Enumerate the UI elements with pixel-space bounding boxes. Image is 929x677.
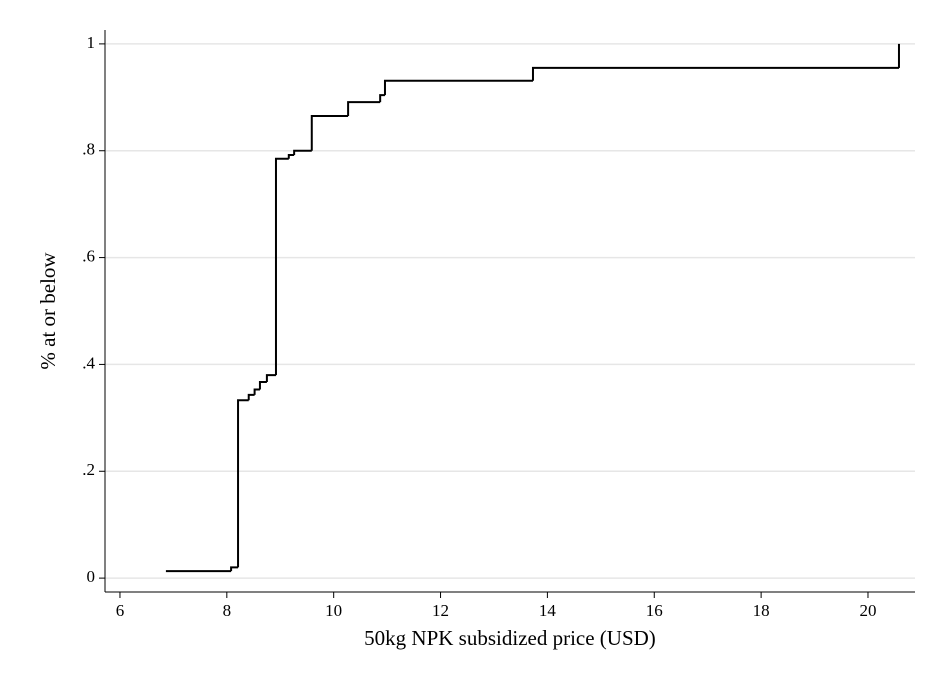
step-segment: [287, 154, 295, 159]
step-segment: [310, 115, 349, 151]
step-segment: [383, 79, 533, 96]
step-segment: [265, 374, 276, 383]
x-tick-label: 16: [646, 601, 663, 620]
x-tick-label: 8: [223, 601, 232, 620]
step-segment: [247, 393, 255, 401]
step-segment: [274, 157, 289, 376]
x-tick-label: 18: [753, 601, 770, 620]
x-tick-label: 6: [116, 601, 125, 620]
y-axis-title: % at or below: [36, 252, 60, 370]
y-tick-label: .2: [82, 460, 95, 479]
step-segment: [347, 101, 381, 117]
y-tick-label: .4: [82, 353, 95, 372]
step-segment: [379, 94, 385, 103]
x-tick-label: 12: [432, 601, 449, 620]
y-tick-label: .6: [82, 246, 95, 265]
step-segment: [230, 566, 239, 572]
x-tick-label: 10: [325, 601, 342, 620]
x-tick-label: 14: [539, 601, 557, 620]
step-segment: [531, 66, 899, 81]
step-segment: [258, 381, 267, 390]
step-segment: [237, 399, 249, 568]
x-tick-label: 20: [859, 601, 876, 620]
step-segment: [293, 149, 312, 156]
x-axis-title: 50kg NPK subsidized price (USD): [364, 626, 656, 650]
step-segment: [253, 388, 260, 395]
y-tick-label: .8: [82, 140, 95, 159]
y-tick-label: 1: [87, 33, 96, 52]
y-tick-label: 0: [87, 567, 96, 586]
